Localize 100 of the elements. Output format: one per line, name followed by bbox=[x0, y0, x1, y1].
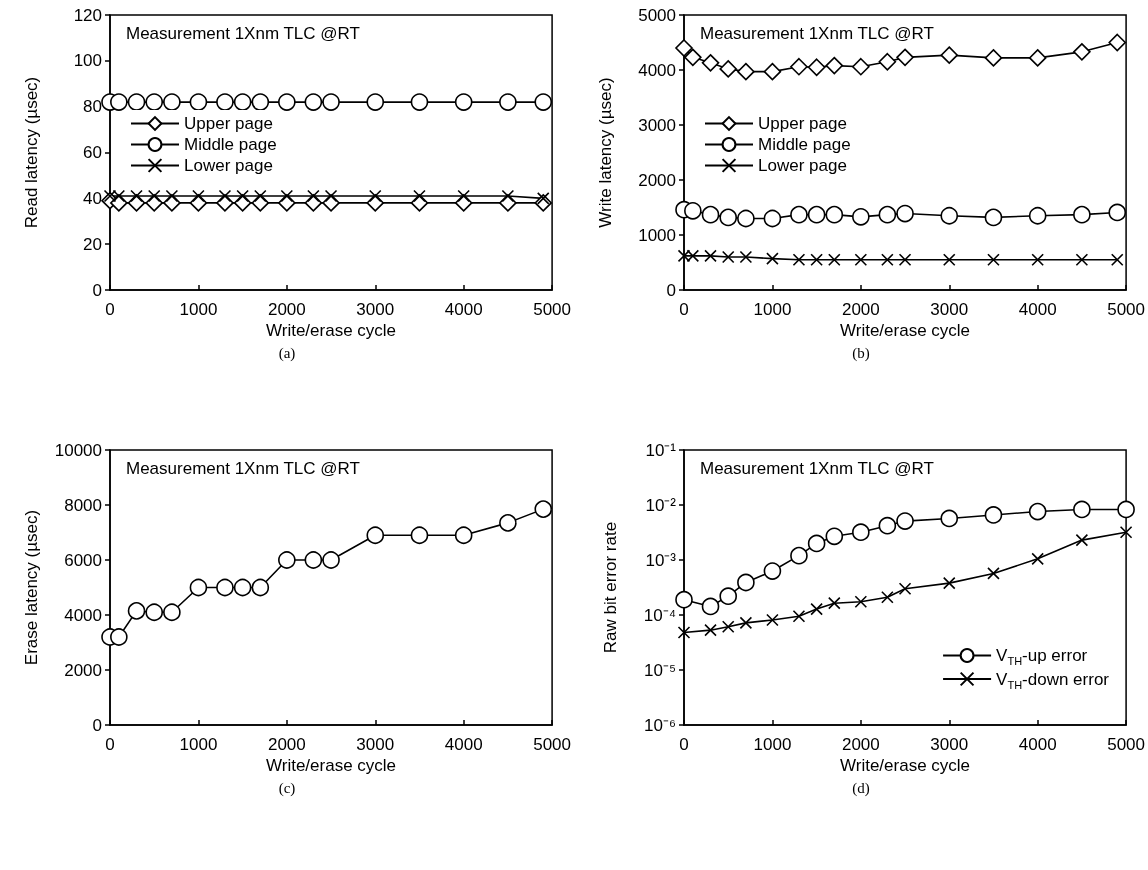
point bbox=[701, 597, 720, 616]
point bbox=[940, 206, 959, 225]
y-tick-label: 5000 bbox=[638, 5, 676, 25]
y-tick-label: 80 bbox=[83, 97, 102, 117]
point bbox=[942, 576, 956, 590]
point bbox=[852, 57, 870, 76]
y-tick-label: 2000 bbox=[64, 660, 102, 680]
point bbox=[940, 509, 959, 528]
y-tick-label: 10000 bbox=[54, 440, 102, 460]
point bbox=[304, 93, 323, 111]
point bbox=[278, 93, 296, 111]
x-tick-label: 1000 bbox=[753, 299, 792, 319]
y-tick-label: 10⁻⁴ bbox=[643, 605, 676, 625]
point bbox=[701, 205, 720, 224]
point bbox=[278, 551, 296, 569]
point bbox=[881, 590, 894, 604]
point bbox=[534, 93, 553, 111]
point bbox=[766, 613, 779, 627]
point bbox=[737, 62, 755, 81]
y-tick-label: 8000 bbox=[64, 495, 102, 515]
point bbox=[828, 596, 841, 610]
x-tick-label: 4000 bbox=[1018, 299, 1057, 319]
point bbox=[410, 93, 429, 111]
point bbox=[763, 62, 782, 81]
x-axis-title: Write/erase cycle bbox=[266, 756, 397, 776]
y-axis-title: Erase latency (µsec) bbox=[22, 509, 41, 666]
point bbox=[366, 93, 385, 111]
point bbox=[1108, 33, 1127, 52]
point bbox=[704, 623, 717, 637]
point bbox=[852, 523, 870, 542]
x-tick-label: 4000 bbox=[444, 734, 483, 754]
annotation: Measurement 1Xnm TLC @RT bbox=[126, 459, 360, 478]
point bbox=[675, 590, 693, 609]
x-tick-label: 5000 bbox=[1107, 299, 1145, 319]
point bbox=[704, 249, 717, 263]
point bbox=[737, 209, 755, 228]
point bbox=[825, 527, 844, 546]
point bbox=[719, 208, 738, 227]
point bbox=[366, 526, 385, 545]
legend-label: Upper page bbox=[184, 114, 273, 133]
x-tick-label: 2000 bbox=[267, 734, 306, 754]
point bbox=[763, 562, 782, 580]
point bbox=[987, 253, 1000, 267]
point bbox=[163, 93, 181, 111]
y-tick-label: 0 bbox=[666, 280, 676, 300]
point bbox=[701, 54, 720, 72]
point bbox=[251, 93, 270, 111]
point bbox=[792, 253, 806, 267]
point bbox=[719, 587, 738, 605]
point bbox=[1119, 525, 1133, 539]
x-tick-label: 0 bbox=[105, 734, 115, 754]
x-tick-label: 1000 bbox=[179, 299, 218, 319]
point bbox=[854, 595, 868, 609]
y-tick-label: 0 bbox=[92, 715, 102, 735]
point bbox=[110, 628, 128, 646]
point bbox=[763, 209, 782, 228]
x-tick-label: 5000 bbox=[533, 734, 571, 754]
point bbox=[878, 205, 897, 224]
point bbox=[454, 526, 473, 545]
x-tick-label: 3000 bbox=[930, 734, 969, 754]
point bbox=[987, 567, 1000, 580]
point bbox=[1031, 552, 1044, 566]
point bbox=[984, 49, 1003, 67]
point bbox=[1028, 206, 1047, 225]
point bbox=[499, 93, 517, 111]
point bbox=[684, 202, 702, 220]
y-axis-title: Read latency (µsec) bbox=[22, 76, 41, 229]
point bbox=[881, 253, 894, 267]
y-tick-label: 2000 bbox=[638, 170, 676, 190]
x-tick-label: 4000 bbox=[1018, 734, 1057, 754]
point bbox=[898, 253, 912, 267]
point bbox=[721, 620, 735, 634]
annotation: Measurement 1Xnm TLC @RT bbox=[126, 24, 360, 43]
point bbox=[322, 93, 340, 111]
legend-label: Lower page bbox=[758, 156, 847, 175]
point bbox=[940, 46, 959, 64]
point bbox=[721, 250, 735, 264]
point bbox=[684, 48, 702, 67]
point bbox=[1075, 253, 1089, 267]
x-tick-label: 5000 bbox=[1107, 734, 1145, 754]
point bbox=[145, 93, 164, 111]
point bbox=[1028, 49, 1047, 67]
y-axis-title: Raw bit error rate bbox=[601, 521, 620, 654]
point bbox=[145, 603, 164, 622]
point bbox=[739, 250, 753, 264]
annotation: Measurement 1Xnm TLC @RT bbox=[700, 459, 934, 478]
point bbox=[233, 93, 252, 111]
x-axis-title: Write/erase cycle bbox=[840, 321, 971, 341]
point bbox=[410, 526, 429, 545]
text: (d) bbox=[852, 779, 870, 797]
point bbox=[103, 189, 117, 203]
point bbox=[189, 93, 208, 111]
point bbox=[233, 578, 252, 597]
text: (b) bbox=[852, 344, 870, 362]
point bbox=[534, 500, 553, 518]
point bbox=[790, 57, 808, 76]
legend-label: Upper page bbox=[758, 114, 847, 133]
point bbox=[1073, 500, 1091, 519]
y-tick-label: 10⁻¹ bbox=[645, 440, 677, 460]
point bbox=[127, 602, 146, 620]
